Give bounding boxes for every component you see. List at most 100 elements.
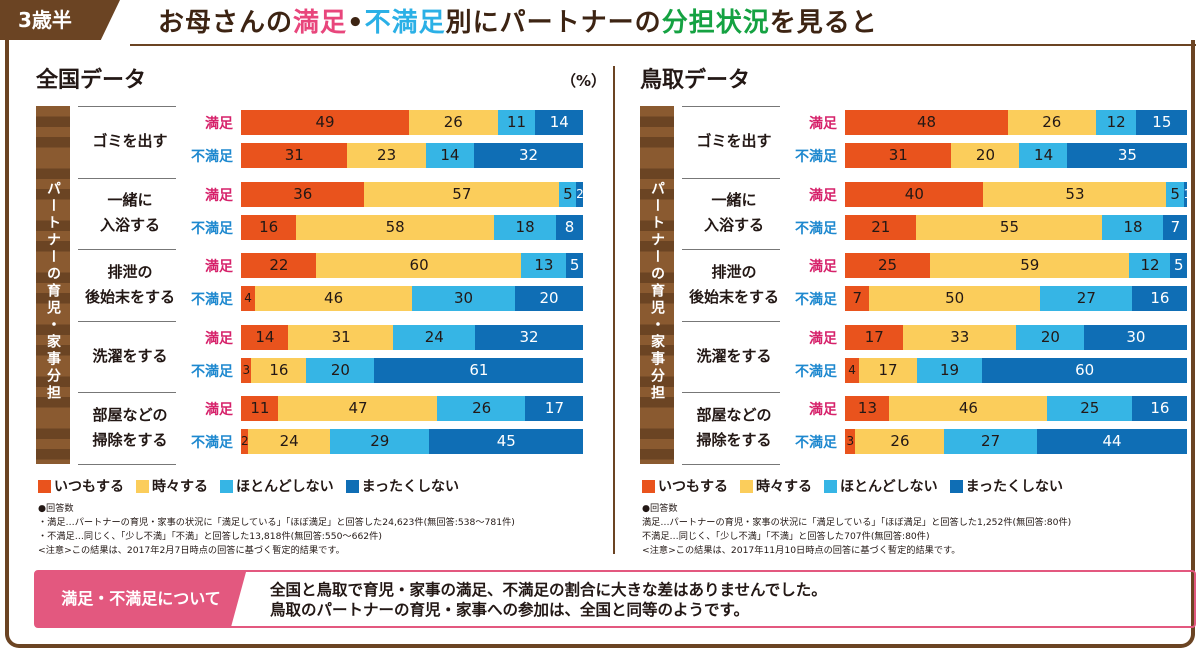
sometimes-segment: 31 xyxy=(288,324,394,350)
legend-label: 時々する xyxy=(756,479,812,495)
unsatisfied-label: 不満足 xyxy=(795,292,837,308)
headline-part: • xyxy=(347,8,365,38)
always-segment: 3 xyxy=(241,357,252,383)
unit-label: （%） xyxy=(560,72,606,90)
never-segment: 7 xyxy=(1163,214,1188,240)
group-separator xyxy=(78,392,176,393)
note-line: ●回答数 xyxy=(38,503,74,514)
legend-item: 時々する xyxy=(740,476,812,496)
always-segment: 14 xyxy=(241,324,289,350)
legend-swatch xyxy=(824,479,837,493)
rarely-segment: 27 xyxy=(1039,286,1133,311)
note-line: <注意>この結果は、2017年11月10日時点の回答に基づく暫定的結果です。 xyxy=(642,545,961,556)
national-data-panel: 全国データ （%） パートナーの育児・家事分担 ゴミを出す 満足 49 26 11 14 不満… xyxy=(36,62,606,558)
category-label: 洗濯をする xyxy=(70,344,190,369)
legend-swatch xyxy=(642,479,655,493)
rarely-segment: 18 xyxy=(494,214,557,240)
always-segment: 13 xyxy=(845,396,890,421)
satisfied-label: 満足 xyxy=(205,330,233,347)
category-label: 排泄の 後始末をする xyxy=(674,260,794,310)
never-segment: 32 xyxy=(474,324,584,350)
never-segment: 8 xyxy=(555,214,584,240)
never-segment: 35 xyxy=(1067,143,1188,168)
group-separator xyxy=(682,392,780,393)
always-segment: 3 xyxy=(845,429,856,454)
note-line: 満足…パートナーの育児・家事の状況に「満足している」「ほぼ満足」と回答した1,2… xyxy=(642,517,1072,528)
legend-label: まったくしない xyxy=(965,479,1064,495)
sometimes-segment: 24 xyxy=(247,429,331,454)
group-separator xyxy=(682,320,780,322)
sometimes-segment: 60 xyxy=(316,253,522,278)
rarely-segment: 30 xyxy=(412,286,516,311)
unsatisfied-label: 不満足 xyxy=(191,363,233,380)
always-segment: 16 xyxy=(241,214,297,240)
always-segment: 11 xyxy=(241,396,279,421)
legend-swatch xyxy=(38,479,51,493)
always-segment: 49 xyxy=(241,110,410,135)
never-segment: 5 xyxy=(1170,253,1188,278)
response-notes: ●回答数満足…パートナーの育児・家事の状況に「満足している」「ほぼ満足」と回答し… xyxy=(642,502,1071,558)
always-segment: 31 xyxy=(241,143,348,168)
always-segment: 7 xyxy=(845,286,870,311)
sometimes-segment: 26 xyxy=(1007,110,1097,135)
sometimes-segment: 50 xyxy=(868,286,1041,311)
sometimes-segment: 53 xyxy=(983,181,1167,207)
unsatisfied-label: 不満足 xyxy=(191,220,233,237)
unsatisfied-label: 不満足 xyxy=(191,292,233,308)
category-label-line: 洗濯をする xyxy=(696,346,772,365)
satisfied-label: 満足 xyxy=(205,187,233,204)
summary-line: 鳥取のパートナーの育児・家事への参加は、全国と同等のようです。 xyxy=(270,601,749,619)
rarely-segment: 14 xyxy=(1019,143,1068,168)
legend-swatch xyxy=(345,479,359,493)
headline-part: 分担状況 xyxy=(661,8,770,38)
satisfied-label: 満足 xyxy=(809,116,837,132)
never-segment: 16 xyxy=(1132,396,1188,421)
category-label: ゴミを出す xyxy=(70,129,190,154)
note-line: ●回答数 xyxy=(642,503,678,514)
rarely-segment: 12 xyxy=(1129,253,1171,278)
sometimes-segment: 58 xyxy=(295,214,495,240)
rarely-segment: 27 xyxy=(944,429,1037,454)
category-label: 排泄の 後始末をする xyxy=(70,260,190,310)
legend-label: いつもする xyxy=(54,479,124,495)
category-label-line: 入浴する xyxy=(703,216,764,235)
headline-part: 不満足 xyxy=(364,8,446,38)
legend-swatch xyxy=(136,479,149,493)
category-label-line: 一緒に xyxy=(107,191,153,210)
always-segment: 4 xyxy=(241,286,256,311)
rarely-segment: 24 xyxy=(393,324,476,350)
never-segment: 32 xyxy=(473,143,584,168)
category-label-line: 掃除をする xyxy=(696,430,772,449)
sometimes-segment: 57 xyxy=(364,181,560,207)
sometimes-segment: 46 xyxy=(889,396,1048,421)
legend-item: まったくしない xyxy=(345,476,459,496)
never-segment: 44 xyxy=(1036,429,1188,454)
group-separator xyxy=(682,249,780,250)
vertical-axis-label: パートナーの育児・家事分担 xyxy=(649,180,665,402)
group-separator xyxy=(78,177,176,179)
satisfied-label: 満足 xyxy=(205,402,233,418)
always-segment: 48 xyxy=(845,110,1009,135)
rarely-segment: 25 xyxy=(1046,396,1133,421)
sometimes-segment: 16 xyxy=(251,357,307,383)
rarely-segment: 26 xyxy=(437,396,526,421)
note-line: ・不満足…同じく、「少し不満」「不満」と回答した13,818件(無回答:550〜… xyxy=(38,531,382,542)
never-segment: 16 xyxy=(1132,286,1188,311)
never-segment: 5 xyxy=(565,253,584,278)
category-label: 洗濯をする xyxy=(674,344,794,369)
group-separator xyxy=(78,320,176,322)
category-label-line: ゴミを出す xyxy=(92,132,168,151)
category-label-line: 後始末をする xyxy=(84,287,175,306)
satisfied-label: 満足 xyxy=(205,259,233,275)
sometimes-segment: 46 xyxy=(254,286,413,311)
legend-item: ほとんどしない xyxy=(824,476,938,496)
category-band xyxy=(36,106,70,464)
never-segment: 61 xyxy=(374,357,584,383)
sometimes-segment: 26 xyxy=(408,110,498,135)
note-line: 不満足…同じく、「少し不満」「不満」と回答した707件(無回答:80件) xyxy=(642,531,930,542)
legend-label: ほとんどしない xyxy=(236,479,334,495)
sometimes-segment: 20 xyxy=(951,143,1020,168)
category-label-line: 一緒に xyxy=(711,191,757,210)
panel-divider xyxy=(613,66,615,554)
category-label-line: 部屋などの xyxy=(696,405,772,424)
